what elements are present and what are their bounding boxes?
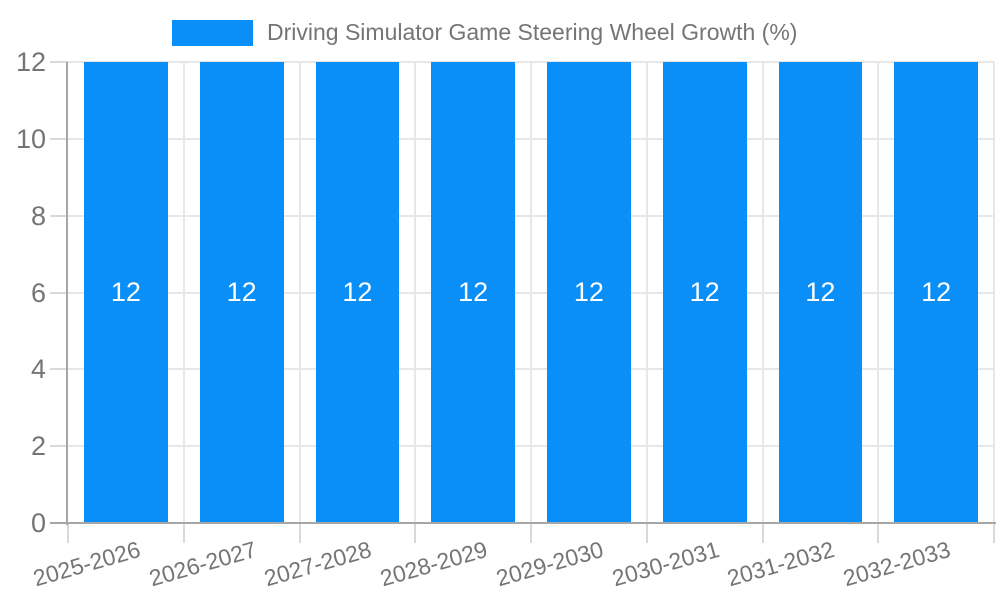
x-axis-line [50, 522, 996, 524]
bar-value-label: 12 [458, 277, 489, 307]
x-gridline [645, 62, 648, 523]
x-axis-tick [67, 523, 69, 543]
x-gridline [877, 62, 880, 523]
bar-value-label: 12 [342, 277, 373, 307]
x-gridline [298, 62, 301, 523]
y-axis-label: 0 [30, 508, 46, 538]
bar: 12 [199, 62, 284, 523]
bar: 12 [778, 62, 863, 523]
y-axis-tick [50, 137, 68, 140]
bar-value-label: 12 [226, 277, 257, 307]
y-axis-tick [50, 445, 68, 448]
x-axis-label: 2025-2026 [30, 536, 144, 592]
x-gridline [530, 62, 532, 523]
x-axis-label: 2029-2030 [493, 536, 607, 592]
y-axis-tick [50, 291, 68, 294]
x-gridline [182, 62, 185, 523]
x-axis-label: 2026-2027 [145, 536, 259, 592]
x-axis-tick [761, 523, 764, 543]
x-axis-tick [877, 523, 880, 543]
x-axis-tick [298, 523, 301, 543]
x-axis-tick [414, 523, 417, 543]
x-axis-label: 2030-2031 [608, 536, 722, 592]
x-gridline [993, 62, 995, 523]
y-axis-label: 10 [15, 123, 46, 154]
bar-value-label: 12 [573, 277, 604, 307]
x-axis-label: 2027-2028 [261, 536, 375, 592]
bar: 12 [547, 62, 631, 523]
bar: 12 [315, 62, 400, 523]
y-axis-label: 6 [30, 277, 46, 308]
x-axis-tick [530, 523, 532, 543]
bar: 12 [84, 62, 168, 523]
y-axis-tick [50, 61, 68, 63]
x-axis-label: 2028-2029 [377, 536, 491, 592]
y-axis-label: 12 [15, 47, 46, 77]
x-gridline [414, 62, 417, 523]
x-axis-label: 2031-2032 [724, 536, 838, 592]
legend-swatch [172, 19, 253, 46]
bar: 12 [662, 62, 747, 523]
bar: 12 [431, 62, 515, 523]
legend: Driving Simulator Game Steering Wheel Gr… [172, 19, 797, 46]
bar-value-label: 12 [110, 277, 141, 307]
legend-label: Driving Simulator Game Steering Wheel Gr… [267, 19, 798, 45]
y-axis-label: 2 [30, 431, 46, 462]
bar-value-label: 12 [689, 277, 720, 307]
bar-value-label: 12 [805, 277, 836, 307]
y-axis-tick [50, 214, 68, 217]
x-axis-label: 2032-2033 [840, 536, 954, 592]
x-axis-tick [993, 523, 995, 543]
y-axis-tick [50, 368, 68, 371]
bar: 12 [894, 62, 978, 523]
x-gridline [761, 62, 764, 523]
x-axis-tick [182, 523, 185, 543]
x-axis-tick [645, 523, 648, 543]
y-axis-label: 4 [30, 354, 46, 385]
y-axis-line [66, 62, 68, 525]
bar-value-label: 12 [921, 277, 952, 307]
y-axis-label: 8 [30, 200, 46, 231]
